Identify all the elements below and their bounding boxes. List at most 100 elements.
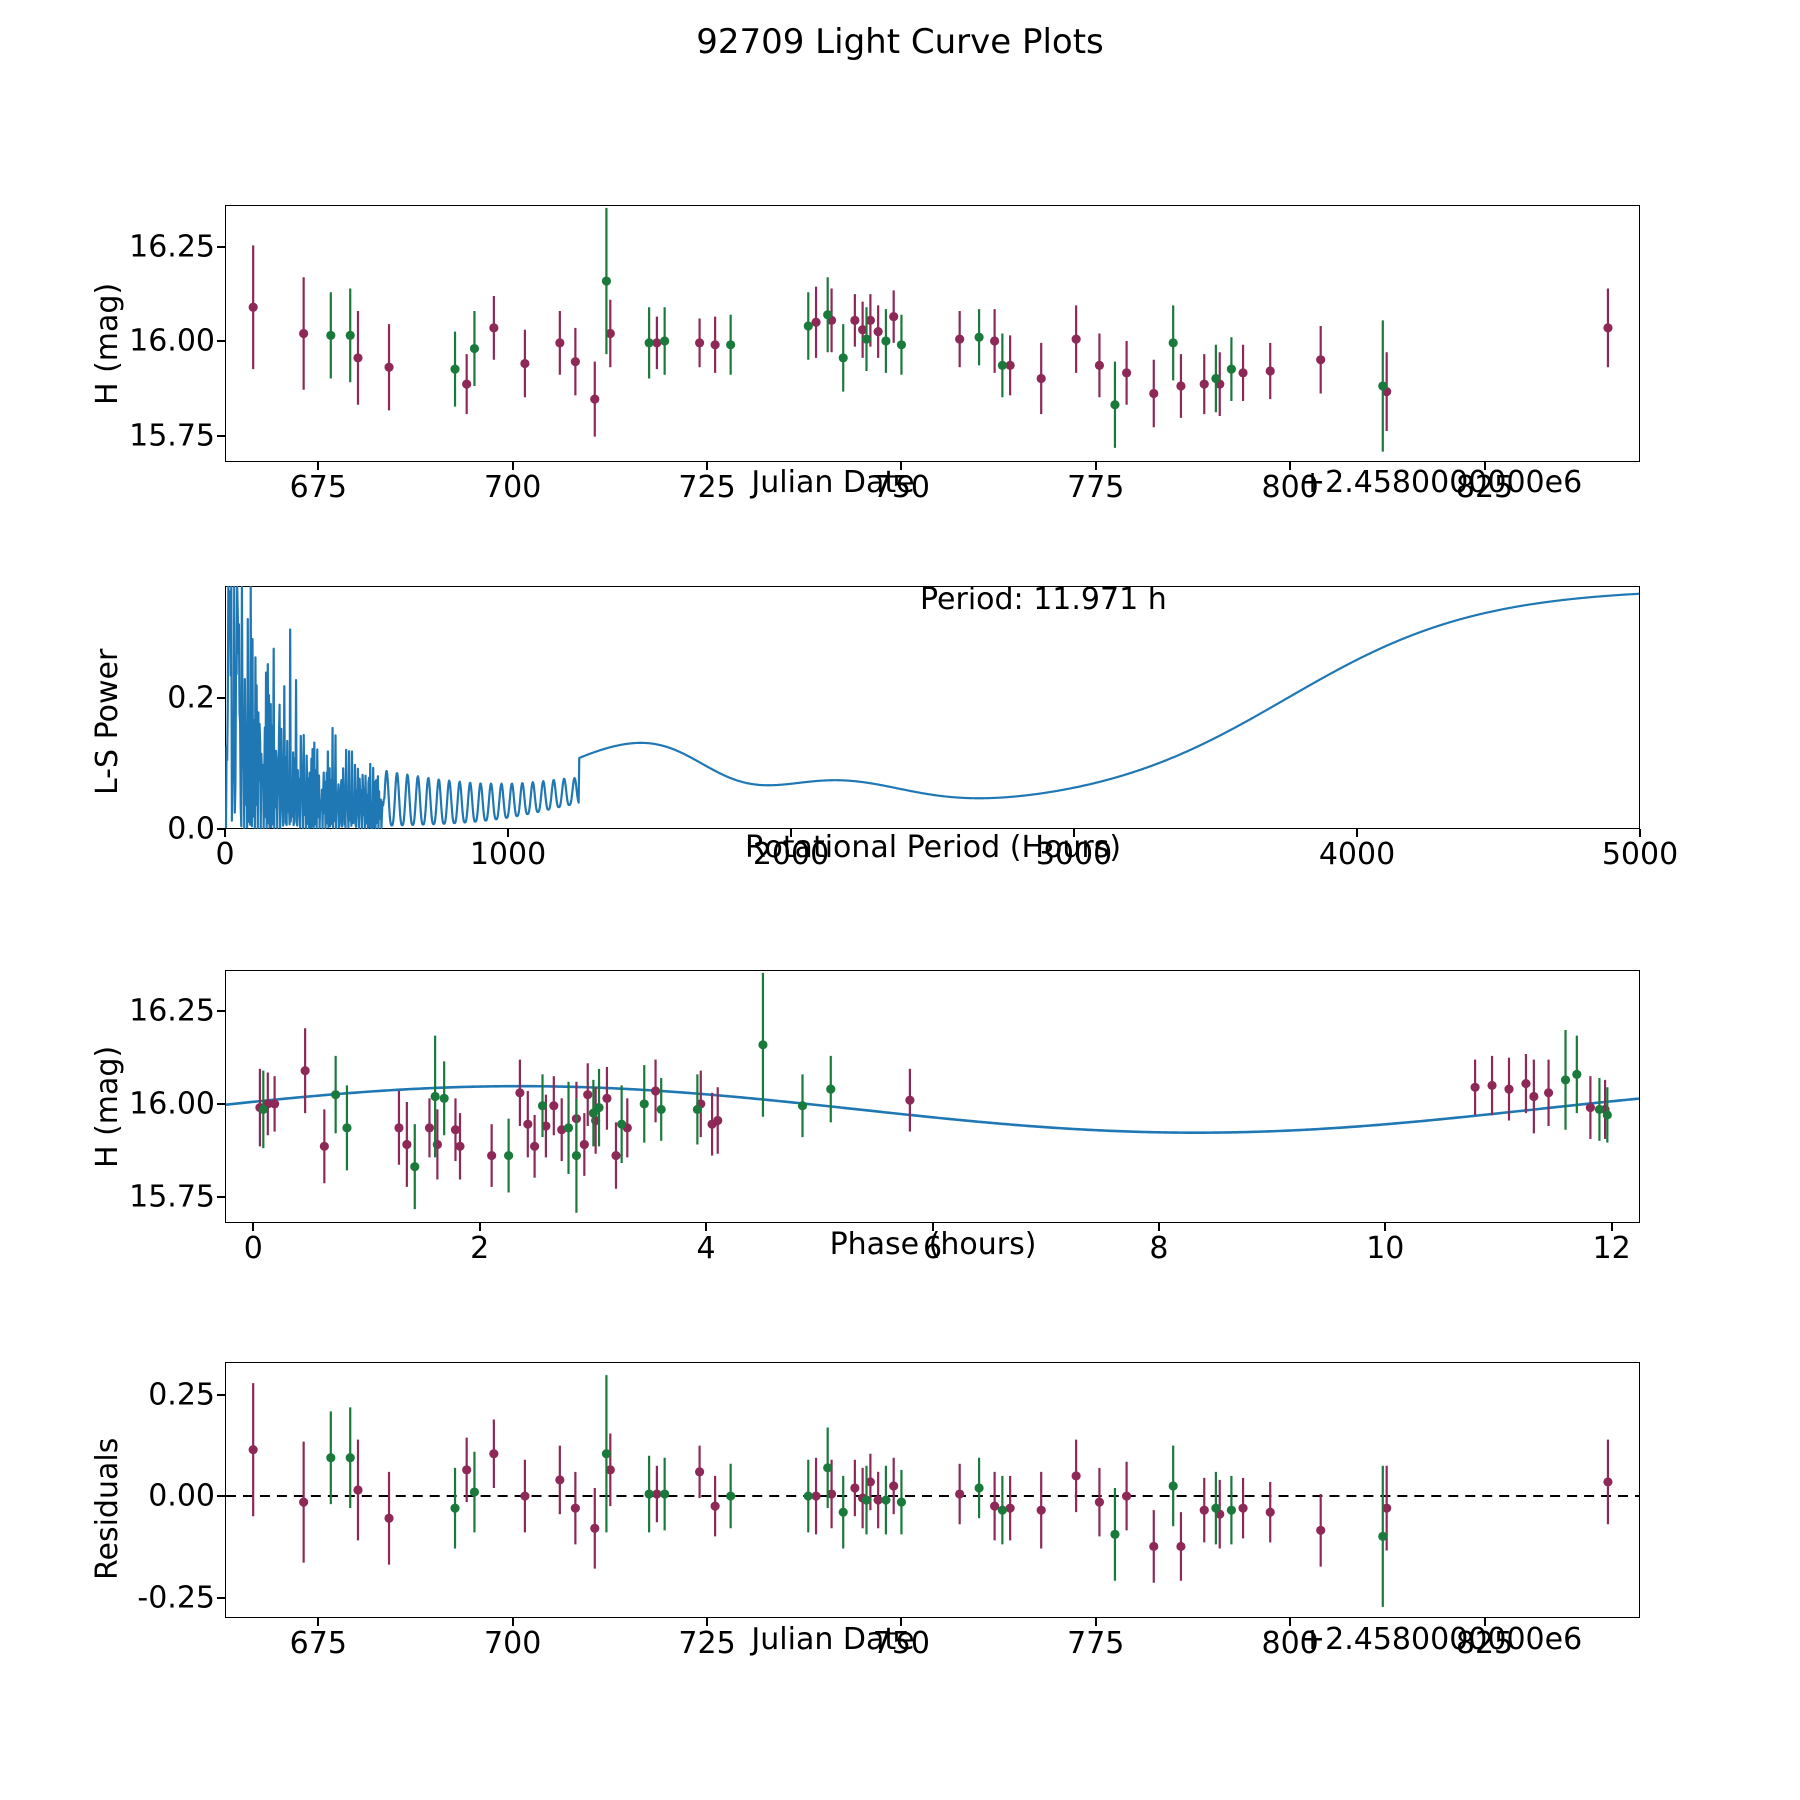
data-point: [455, 1141, 465, 1151]
model-fit-curve: [225, 1084, 1640, 1134]
data-point: [974, 332, 984, 342]
ytick-mark: [217, 1393, 225, 1396]
data-point: [299, 1497, 309, 1507]
data-point: [1594, 1104, 1605, 1114]
data-point: [1470, 1082, 1480, 1092]
data-point: [1603, 1477, 1613, 1487]
ytick-label: 0.0: [167, 811, 215, 847]
data-point: [410, 1162, 420, 1172]
data-point: [605, 1465, 615, 1475]
data-point: [1168, 1481, 1178, 1491]
ytick-mark: [217, 828, 225, 830]
data-point: [1504, 1084, 1514, 1094]
data-point: [797, 1101, 808, 1111]
data-point: [838, 353, 848, 363]
data-point: [1521, 1079, 1531, 1089]
xtick-mark: [705, 1223, 708, 1231]
data-point: [1110, 400, 1120, 410]
data-point: [1211, 373, 1221, 384]
data-point: [850, 315, 860, 325]
xtick-mark: [1094, 1618, 1097, 1626]
data-point: [1211, 1503, 1221, 1513]
data-point: [601, 276, 612, 286]
xtick-label: 3000: [1035, 837, 1113, 872]
data-point: [384, 1513, 394, 1523]
data-point: [439, 1093, 449, 1103]
panel-residuals: Residuals Julian Date +2.4580000000e6 0.…: [0, 1340, 1800, 1700]
ytick-mark: [217, 434, 225, 437]
data-point: [1094, 360, 1105, 370]
series-series_b: [326, 207, 1388, 452]
data-point: [660, 336, 670, 346]
data-point: [1265, 366, 1275, 376]
xtick-mark: [317, 462, 320, 470]
data-point: [1168, 338, 1178, 348]
data-point: [650, 1086, 661, 1096]
data-point: [549, 1101, 559, 1111]
lightcurve-xlabel: Julian Date: [751, 465, 915, 500]
data-point: [450, 364, 460, 374]
data-point: [803, 321, 813, 331]
data-point: [823, 310, 833, 320]
data-point: [861, 334, 872, 344]
data-point: [1602, 1110, 1612, 1120]
periodogram-axes: [224, 585, 1640, 830]
data-point: [342, 1123, 352, 1133]
data-point: [300, 1066, 310, 1076]
data-point: [523, 1119, 533, 1129]
data-point: [644, 1489, 654, 1499]
data-point: [1176, 381, 1186, 391]
data-point: [1226, 1505, 1237, 1515]
ytick-mark: [217, 696, 225, 699]
data-point: [588, 1108, 598, 1118]
data-point: [652, 338, 662, 348]
data-point: [515, 1088, 525, 1098]
data-point: [1487, 1080, 1497, 1090]
periodogram-ylabel: L-S Power: [90, 648, 125, 795]
data-point: [424, 1123, 435, 1133]
data-point: [823, 1463, 833, 1473]
data-point: [710, 1501, 720, 1511]
xtick-label: 8: [1149, 1231, 1169, 1266]
data-point: [896, 1497, 907, 1507]
data-point: [713, 1115, 723, 1126]
data-point: [1199, 379, 1209, 389]
data-point: [248, 1445, 258, 1455]
data-point: [656, 1104, 666, 1114]
data-point: [319, 1141, 329, 1151]
data-point: [850, 1483, 860, 1493]
xtick-mark: [931, 1223, 934, 1231]
data-point: [1176, 1541, 1186, 1552]
xtick-label: 2: [470, 1231, 490, 1266]
xtick-label: 0: [215, 837, 235, 872]
data-point: [889, 1481, 899, 1491]
data-point: [1226, 364, 1237, 374]
series-series_b: [258, 972, 1612, 1213]
data-point: [1603, 323, 1613, 333]
ytick-label: 16.25: [129, 229, 215, 265]
data-point: [331, 1090, 341, 1100]
xtick-mark: [1384, 1223, 1387, 1231]
data-point: [258, 1104, 268, 1114]
xtick-mark: [790, 829, 792, 837]
data-point: [520, 358, 530, 369]
xtick-label: 775: [1067, 470, 1125, 505]
data-point: [826, 1084, 836, 1094]
ytick-mark: [217, 1102, 225, 1105]
periodogram-xlabel: Rotational Period (Hours): [744, 830, 1122, 865]
data-point: [955, 334, 965, 344]
ytick-label: 16.00: [129, 1086, 215, 1122]
xtick-mark: [1289, 1618, 1292, 1626]
residuals-offset-label: +2.4580000000e6: [1300, 1622, 1583, 1657]
data-point: [530, 1141, 540, 1151]
ytick-mark: [217, 1195, 225, 1198]
data-point: [504, 1150, 514, 1161]
data-point: [489, 323, 499, 333]
data-point: [865, 315, 875, 325]
data-point: [555, 338, 565, 348]
xtick-label: 800: [1261, 1626, 1319, 1661]
data-point: [1382, 1503, 1392, 1513]
period-annotation: Period: 11.971 h: [920, 582, 1167, 617]
panel-periodogram: L-S Power Rotational Period (Hours) Peri…: [0, 560, 1800, 880]
